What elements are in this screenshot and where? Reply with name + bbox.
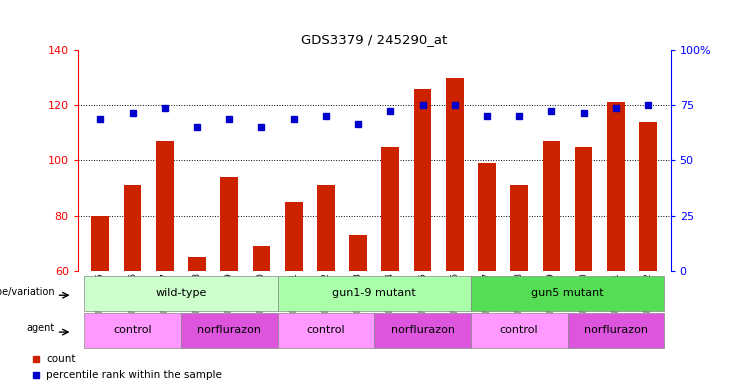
Bar bbox=[188, 257, 206, 271]
Bar bbox=[568, 313, 664, 348]
Bar bbox=[413, 89, 431, 271]
Bar bbox=[382, 147, 399, 271]
Text: control: control bbox=[500, 325, 539, 335]
Bar bbox=[511, 185, 528, 271]
Bar bbox=[478, 163, 496, 271]
Text: percentile rank within the sample: percentile rank within the sample bbox=[46, 370, 222, 380]
Text: gun5 mutant: gun5 mutant bbox=[531, 288, 604, 298]
Bar bbox=[285, 202, 302, 271]
Text: control: control bbox=[113, 325, 152, 335]
Bar bbox=[575, 147, 593, 271]
Bar bbox=[607, 103, 625, 271]
Bar bbox=[639, 122, 657, 271]
Text: control: control bbox=[307, 325, 345, 335]
Text: gun1-9 mutant: gun1-9 mutant bbox=[332, 288, 416, 298]
Text: genotype/variation: genotype/variation bbox=[0, 286, 55, 296]
Bar bbox=[156, 141, 173, 271]
Bar bbox=[446, 78, 464, 271]
Bar bbox=[278, 313, 374, 348]
Bar bbox=[181, 313, 278, 348]
Text: norflurazon: norflurazon bbox=[391, 325, 454, 335]
Bar bbox=[542, 141, 560, 271]
Bar bbox=[124, 185, 142, 271]
Title: GDS3379 / 245290_at: GDS3379 / 245290_at bbox=[301, 33, 448, 46]
Text: count: count bbox=[46, 354, 76, 364]
Bar bbox=[91, 215, 109, 271]
Bar bbox=[349, 235, 367, 271]
Bar bbox=[220, 177, 238, 271]
Text: norflurazon: norflurazon bbox=[584, 325, 648, 335]
Bar bbox=[278, 276, 471, 311]
Bar bbox=[471, 313, 568, 348]
Text: agent: agent bbox=[27, 323, 55, 333]
Text: wild-type: wild-type bbox=[155, 288, 207, 298]
Bar bbox=[253, 246, 270, 271]
Bar bbox=[84, 313, 181, 348]
Bar bbox=[317, 185, 335, 271]
Bar bbox=[84, 276, 278, 311]
Bar bbox=[374, 313, 471, 348]
Bar bbox=[471, 276, 664, 311]
Text: norflurazon: norflurazon bbox=[197, 325, 262, 335]
